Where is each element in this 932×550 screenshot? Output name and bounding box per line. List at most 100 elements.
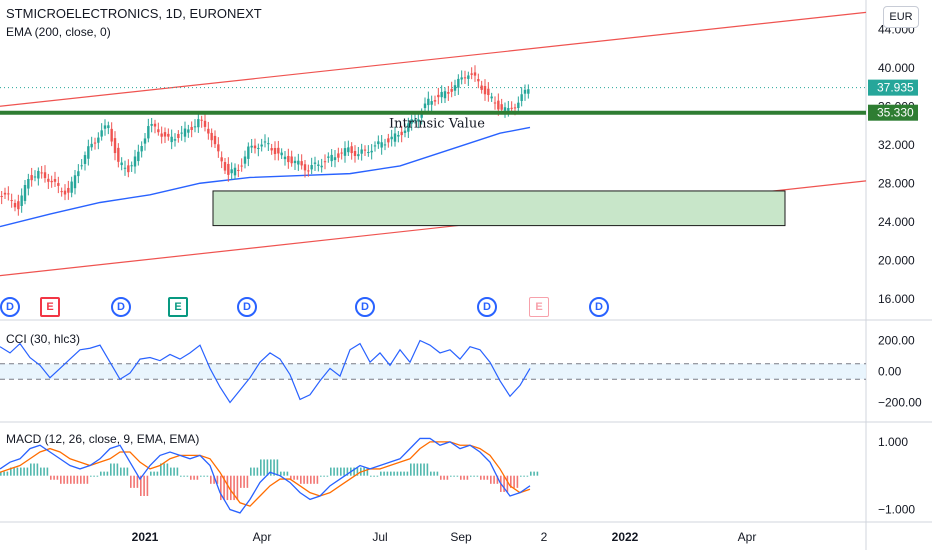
candle-body: [47, 178, 50, 182]
candle-body: [477, 79, 480, 82]
macd-histogram-bar: [393, 471, 395, 476]
macd-histogram-bar: [436, 471, 439, 476]
ema-line: [0, 126, 531, 228]
macd-tick-label: −1.000: [878, 503, 915, 517]
candle-body: [120, 162, 123, 166]
candle-body: [300, 161, 303, 166]
candle-body: [233, 167, 237, 176]
macd-histogram-bar: [370, 475, 372, 477]
macd-legend: MACD (12, 26, close, 9, EMA, EMA): [6, 432, 200, 446]
macd-histogram-bar: [56, 475, 59, 480]
macd-histogram-bar: [26, 467, 29, 476]
candle-body: [247, 146, 250, 159]
candle-body: [167, 133, 170, 137]
macd-histogram-bar: [140, 475, 142, 496]
macd-histogram-bar: [240, 475, 242, 488]
macd-histogram-bar: [200, 475, 202, 477]
candle-body: [483, 86, 487, 95]
candle-body: [440, 91, 443, 98]
macd-histogram-bar: [33, 463, 35, 476]
candle-body: [43, 172, 47, 179]
candle-body: [50, 180, 53, 183]
macd-histogram-bar: [466, 475, 469, 480]
candle-body: [7, 193, 10, 195]
candle-body: [93, 142, 97, 144]
candle-body: [3, 192, 7, 195]
candle-body: [297, 160, 300, 165]
candle-body: [377, 141, 380, 145]
candle-body: [457, 78, 460, 88]
price-tick-label: 28.000: [878, 176, 915, 190]
candle-body: [383, 144, 387, 146]
event-marker-dividend[interactable]: D: [237, 297, 257, 317]
cci-tick-label: −200.00: [878, 396, 922, 410]
candle-body: [70, 181, 73, 193]
event-marker-dividend[interactable]: D: [355, 297, 375, 317]
candle-body: [287, 155, 290, 163]
event-marker-dividend[interactable]: D: [111, 297, 131, 317]
event-marker-dividend[interactable]: D: [477, 297, 497, 317]
macd-histogram-bar: [76, 475, 79, 484]
candle-body: [470, 73, 473, 75]
candle-body: [153, 123, 157, 127]
macd-histogram-bar: [396, 471, 399, 476]
candle-body: [33, 176, 37, 178]
candle-body: [333, 157, 337, 161]
macd-histogram-bar: [343, 467, 345, 476]
macd-histogram-bar: [430, 471, 432, 476]
candle-body: [27, 178, 30, 189]
macd-histogram-bar: [273, 459, 275, 476]
macd-histogram-bar: [280, 471, 282, 476]
event-marker-earnings[interactable]: E: [168, 297, 188, 317]
time-tick-label: Sep: [450, 530, 472, 544]
candle-body: [510, 107, 513, 109]
candle-body: [197, 119, 200, 128]
candle-body: [507, 108, 510, 111]
candle-body: [277, 147, 280, 154]
candle-body: [473, 72, 477, 76]
event-marker-dividend[interactable]: D: [0, 297, 20, 317]
macd-histogram-bar: [523, 475, 525, 477]
macd-histogram-bar: [180, 475, 182, 477]
time-tick-label: 2021: [132, 530, 159, 544]
candle-body: [310, 165, 313, 170]
macd-histogram-bar: [60, 475, 62, 484]
macd-histogram-bar: [113, 463, 115, 476]
candle-body: [163, 132, 167, 137]
macd-histogram-bar: [506, 475, 509, 492]
candle-body: [397, 134, 400, 137]
time-tick-label: Jul: [372, 530, 387, 544]
candle-body: [323, 161, 327, 163]
currency-button[interactable]: EUR: [883, 6, 919, 28]
candle-body: [500, 104, 503, 110]
candle-body: [57, 183, 60, 186]
event-marker-earnings[interactable]: E: [529, 297, 549, 317]
time-tick-label: 2022: [612, 530, 639, 544]
candle-body: [0, 195, 3, 197]
macd-histogram-bar: [100, 471, 102, 476]
candle-body: [413, 119, 417, 121]
macd-histogram-bar: [0, 471, 2, 476]
macd-histogram-bar: [20, 467, 22, 476]
event-marker-dividend[interactable]: D: [589, 297, 609, 317]
macd-histogram-bar: [40, 467, 42, 476]
candle-body: [380, 142, 383, 148]
candle-body: [527, 89, 530, 94]
price-label-badge: [868, 104, 918, 121]
candle-body: [350, 146, 353, 154]
candle-body: [210, 132, 213, 141]
time-tick-label: Apr: [253, 530, 272, 544]
cci-legend: CCI (30, hlc3): [6, 332, 81, 346]
macd-histogram-bar: [63, 475, 65, 484]
macd-histogram-bar: [510, 475, 512, 488]
event-marker-earnings[interactable]: E: [40, 297, 60, 317]
macd-histogram-bar: [480, 475, 482, 480]
macd-histogram-bar: [450, 475, 452, 477]
macd-histogram-bar: [443, 475, 445, 480]
candle-body: [343, 148, 347, 156]
candle-body: [307, 170, 310, 172]
candle-body: [67, 187, 70, 193]
macd-histogram-bar: [150, 471, 152, 476]
macd-histogram-bar: [106, 471, 109, 476]
